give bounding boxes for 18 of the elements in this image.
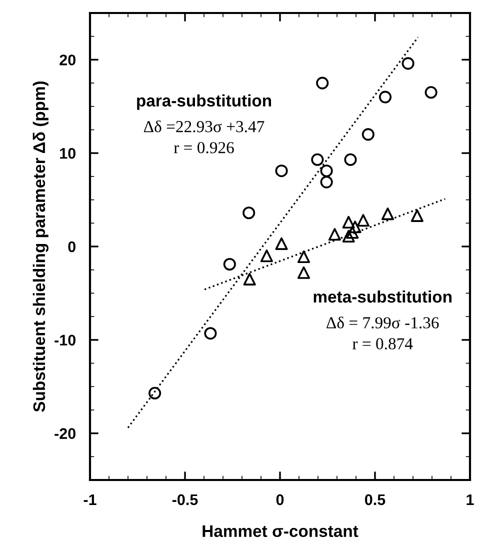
x-tick-label: -0.5 [172, 494, 198, 506]
annotation: Δδ =22.93σ +3.47 [144, 120, 264, 132]
x-tick-label: 0.5 [364, 494, 386, 506]
annotation: para-substitution [137, 94, 272, 110]
y-axis-title: Substituent shielding parameter Δδ (ppm) [32, 81, 48, 412]
y-tick-label: 10 [60, 148, 76, 159]
y-tick-label: -20 [54, 428, 76, 439]
annotation: r = 0.926 [174, 142, 234, 154]
x-axis-title: Hammet σ-constant [202, 525, 358, 538]
annotation: Δδ = 7.99σ -1.36 [326, 316, 439, 328]
x-tick-label: -1 [84, 494, 96, 505]
x-tick-label: 0 [276, 494, 284, 506]
y-tick-label: 0 [68, 241, 76, 252]
y-tick-label: 20 [60, 54, 76, 66]
annotation: r = 0.874 [352, 338, 413, 350]
y-tick-label: -10 [54, 334, 76, 346]
annotation: meta-substitution [314, 290, 452, 303]
x-tick-label: 1 [466, 494, 474, 505]
